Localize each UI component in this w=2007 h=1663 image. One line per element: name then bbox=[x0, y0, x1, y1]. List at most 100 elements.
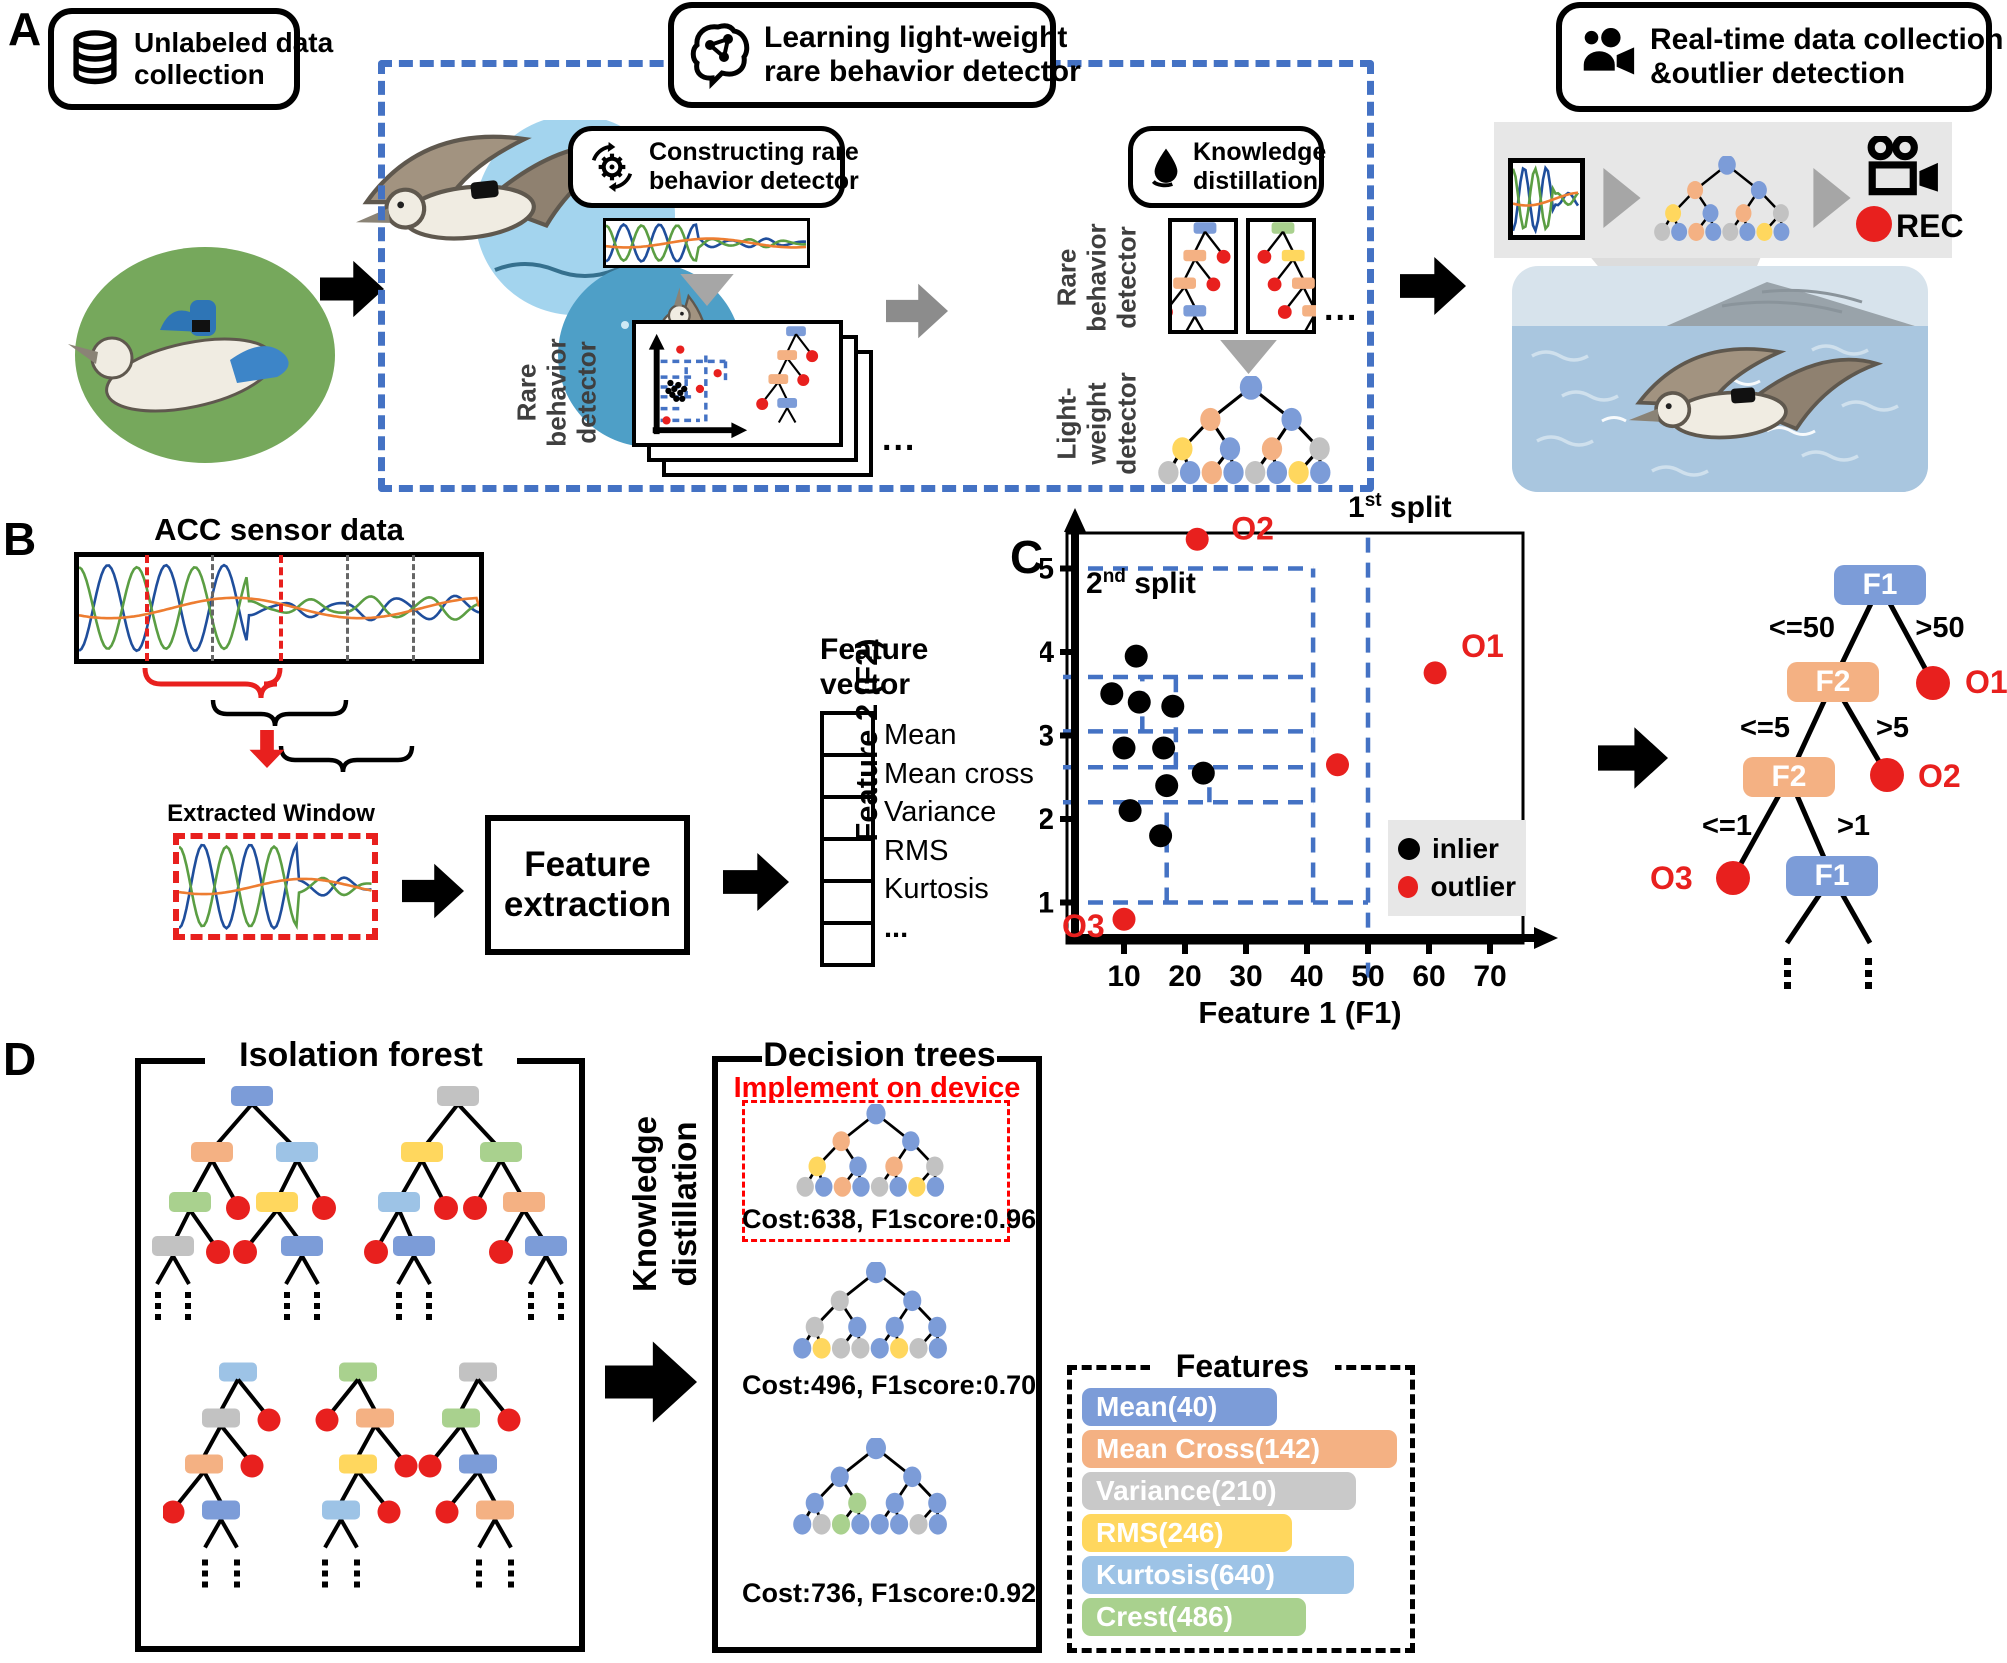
split1-num: 1 bbox=[1348, 491, 1365, 524]
panel-c-label: C bbox=[1010, 531, 1044, 583]
gear-cycle-icon bbox=[587, 140, 637, 194]
water-drop-icon bbox=[1147, 140, 1185, 194]
distillation-box: Knowledge distillation bbox=[1128, 126, 1327, 208]
feature-vector-title: Feature vector bbox=[820, 633, 928, 702]
realtime-box: Real-time data collection &outlier detec… bbox=[1556, 2, 2003, 112]
decision-trees-title: Decision trees bbox=[762, 1036, 997, 1075]
video-camera-icon bbox=[1867, 136, 1938, 196]
split1-text: split bbox=[1381, 491, 1452, 524]
window-divider-gray-3 bbox=[412, 555, 415, 661]
kd-rot-line1: Knowledge bbox=[626, 1116, 663, 1293]
brain-network-icon bbox=[688, 21, 752, 89]
kd-ellipsis: ... bbox=[1324, 290, 1359, 328]
fv-title-line2: vector bbox=[820, 667, 911, 701]
arrow-c bbox=[1598, 727, 1668, 789]
extracted-window-label: Extracted Window bbox=[167, 800, 375, 827]
split2-num: 2 bbox=[1086, 567, 1103, 600]
ctree-edge-gt1: >1 bbox=[1836, 810, 1871, 842]
handled-bird bbox=[68, 300, 289, 413]
ctree-node-f2-2: F2 bbox=[1743, 757, 1835, 797]
inlier-dot bbox=[1398, 838, 1420, 860]
split1-sup: st bbox=[1364, 490, 1382, 511]
fv-cell bbox=[820, 921, 875, 967]
fv-item: Variance bbox=[884, 796, 997, 828]
constructing-line2: behavior detector bbox=[649, 167, 859, 195]
detector-card-1 bbox=[632, 320, 843, 447]
fv-item: Mean bbox=[884, 719, 957, 751]
feature-extraction-box: Feature extraction bbox=[485, 815, 690, 955]
gray-arrow bbox=[886, 283, 948, 339]
ctree-edge-le1: <=1 bbox=[1702, 810, 1752, 842]
learning-line2: rare behavior detector bbox=[764, 55, 1081, 88]
legend-outlier: outlier bbox=[1430, 871, 1516, 902]
decision-tree-1 bbox=[796, 1104, 945, 1197]
iso-tree-3 bbox=[163, 1362, 281, 1588]
fv-item: RMS bbox=[884, 834, 949, 867]
isolation-forest-title: Isolation forest bbox=[205, 1036, 517, 1075]
feature-pill-rms: RMS(246) bbox=[1082, 1514, 1292, 1552]
implement-dashed-box bbox=[742, 1100, 1010, 1242]
constructing-waveform bbox=[603, 218, 810, 268]
svg-text:70: 70 bbox=[1473, 960, 1506, 993]
svg-text:3: 3 bbox=[1040, 720, 1054, 753]
iso-tree-4 bbox=[315, 1362, 418, 1588]
svg-text:4: 4 bbox=[1040, 636, 1054, 669]
learning-line1: Learning light-weight bbox=[764, 20, 1068, 54]
decision-tree-2 bbox=[793, 1262, 947, 1359]
cost-3: Cost:736, F1score:0.92 bbox=[742, 1578, 1037, 1608]
rec-dot bbox=[1856, 206, 1892, 242]
fv-labels: Mean Mean cross Variance RMS Kurtosis ..… bbox=[884, 718, 1034, 949]
constructing-line1: Constructing rare bbox=[649, 138, 859, 167]
x-axis-label: Feature 1 (F1) bbox=[1198, 995, 1402, 1030]
svg-text:2: 2 bbox=[1040, 803, 1054, 836]
unlabeled-data-box: Unlabeled data collection bbox=[48, 8, 333, 110]
distillation-line1: Knowledge bbox=[1193, 138, 1327, 167]
decision-tree-3 bbox=[793, 1438, 947, 1535]
svg-text:50: 50 bbox=[1351, 960, 1384, 993]
cost-1: Cost:638, F1score:0.96 bbox=[742, 1204, 1037, 1234]
gray-right-triangle-2 bbox=[1813, 168, 1851, 228]
implement-on-device: Implement on device bbox=[733, 1072, 1021, 1104]
rare-detector-label-1-line1: Rare bbox=[511, 363, 542, 422]
iso-tree-1 bbox=[152, 1086, 336, 1320]
scatter-plot: 1 2 3 4 5 10 20 30 40 50 60 70 O2 O1 O3 bbox=[1040, 508, 1558, 993]
person-camera-icon bbox=[1576, 26, 1638, 88]
realtime-line1: Real-time data collection bbox=[1650, 22, 2004, 56]
svg-text:O3: O3 bbox=[1062, 908, 1105, 944]
ctree-edge-le50: <=50 bbox=[1768, 612, 1836, 644]
constructing-box: Constructing rare behavior detector bbox=[568, 126, 859, 208]
acc-waveform-box bbox=[74, 552, 484, 664]
kd-tree-card-2 bbox=[1246, 218, 1316, 334]
fv-item: Mean cross bbox=[884, 757, 1034, 790]
cards-ellipsis: ... bbox=[882, 420, 917, 458]
iso-tree-5 bbox=[418, 1362, 521, 1588]
ctree-edge-le5: <=5 bbox=[1740, 712, 1790, 744]
arrow-a1 bbox=[320, 260, 384, 318]
gray-down-triangle-2 bbox=[1220, 340, 1277, 374]
legend-inlier: inlier bbox=[1432, 833, 1499, 864]
database-icon bbox=[68, 28, 122, 90]
split2-sup: nd bbox=[1102, 566, 1126, 587]
panel-a-label: A bbox=[8, 3, 42, 55]
panel-b-label: B bbox=[3, 513, 37, 565]
arrow-b2 bbox=[723, 852, 789, 912]
split2-annotation: 2nd split bbox=[1086, 566, 1196, 601]
fv-item: Kurtosis bbox=[884, 873, 989, 905]
split1-annotation: 1st split bbox=[1348, 490, 1452, 525]
window-braces bbox=[142, 667, 415, 773]
scatter-legend: inlier outlier bbox=[1388, 820, 1526, 916]
split2-text: split bbox=[1125, 567, 1196, 600]
red-down-arrow bbox=[249, 730, 285, 768]
learning-box: Learning light-weight rare behavior dete… bbox=[668, 2, 1081, 108]
realtime-line2: &outlier detection bbox=[1650, 57, 1906, 90]
window-divider-gray-1 bbox=[211, 555, 214, 661]
svg-text:10: 10 bbox=[1107, 960, 1140, 993]
svg-text:30: 30 bbox=[1229, 960, 1262, 993]
ctree-o2: O2 bbox=[1918, 758, 1961, 794]
cost-2: Cost:496, F1score:0.70 bbox=[742, 1370, 1037, 1400]
svg-text:40: 40 bbox=[1290, 960, 1323, 993]
svg-text:O2: O2 bbox=[1231, 510, 1274, 546]
outlier-dot bbox=[1398, 876, 1419, 898]
svg-text:1: 1 bbox=[1040, 887, 1054, 920]
panel-d-label: D bbox=[3, 1033, 37, 1085]
